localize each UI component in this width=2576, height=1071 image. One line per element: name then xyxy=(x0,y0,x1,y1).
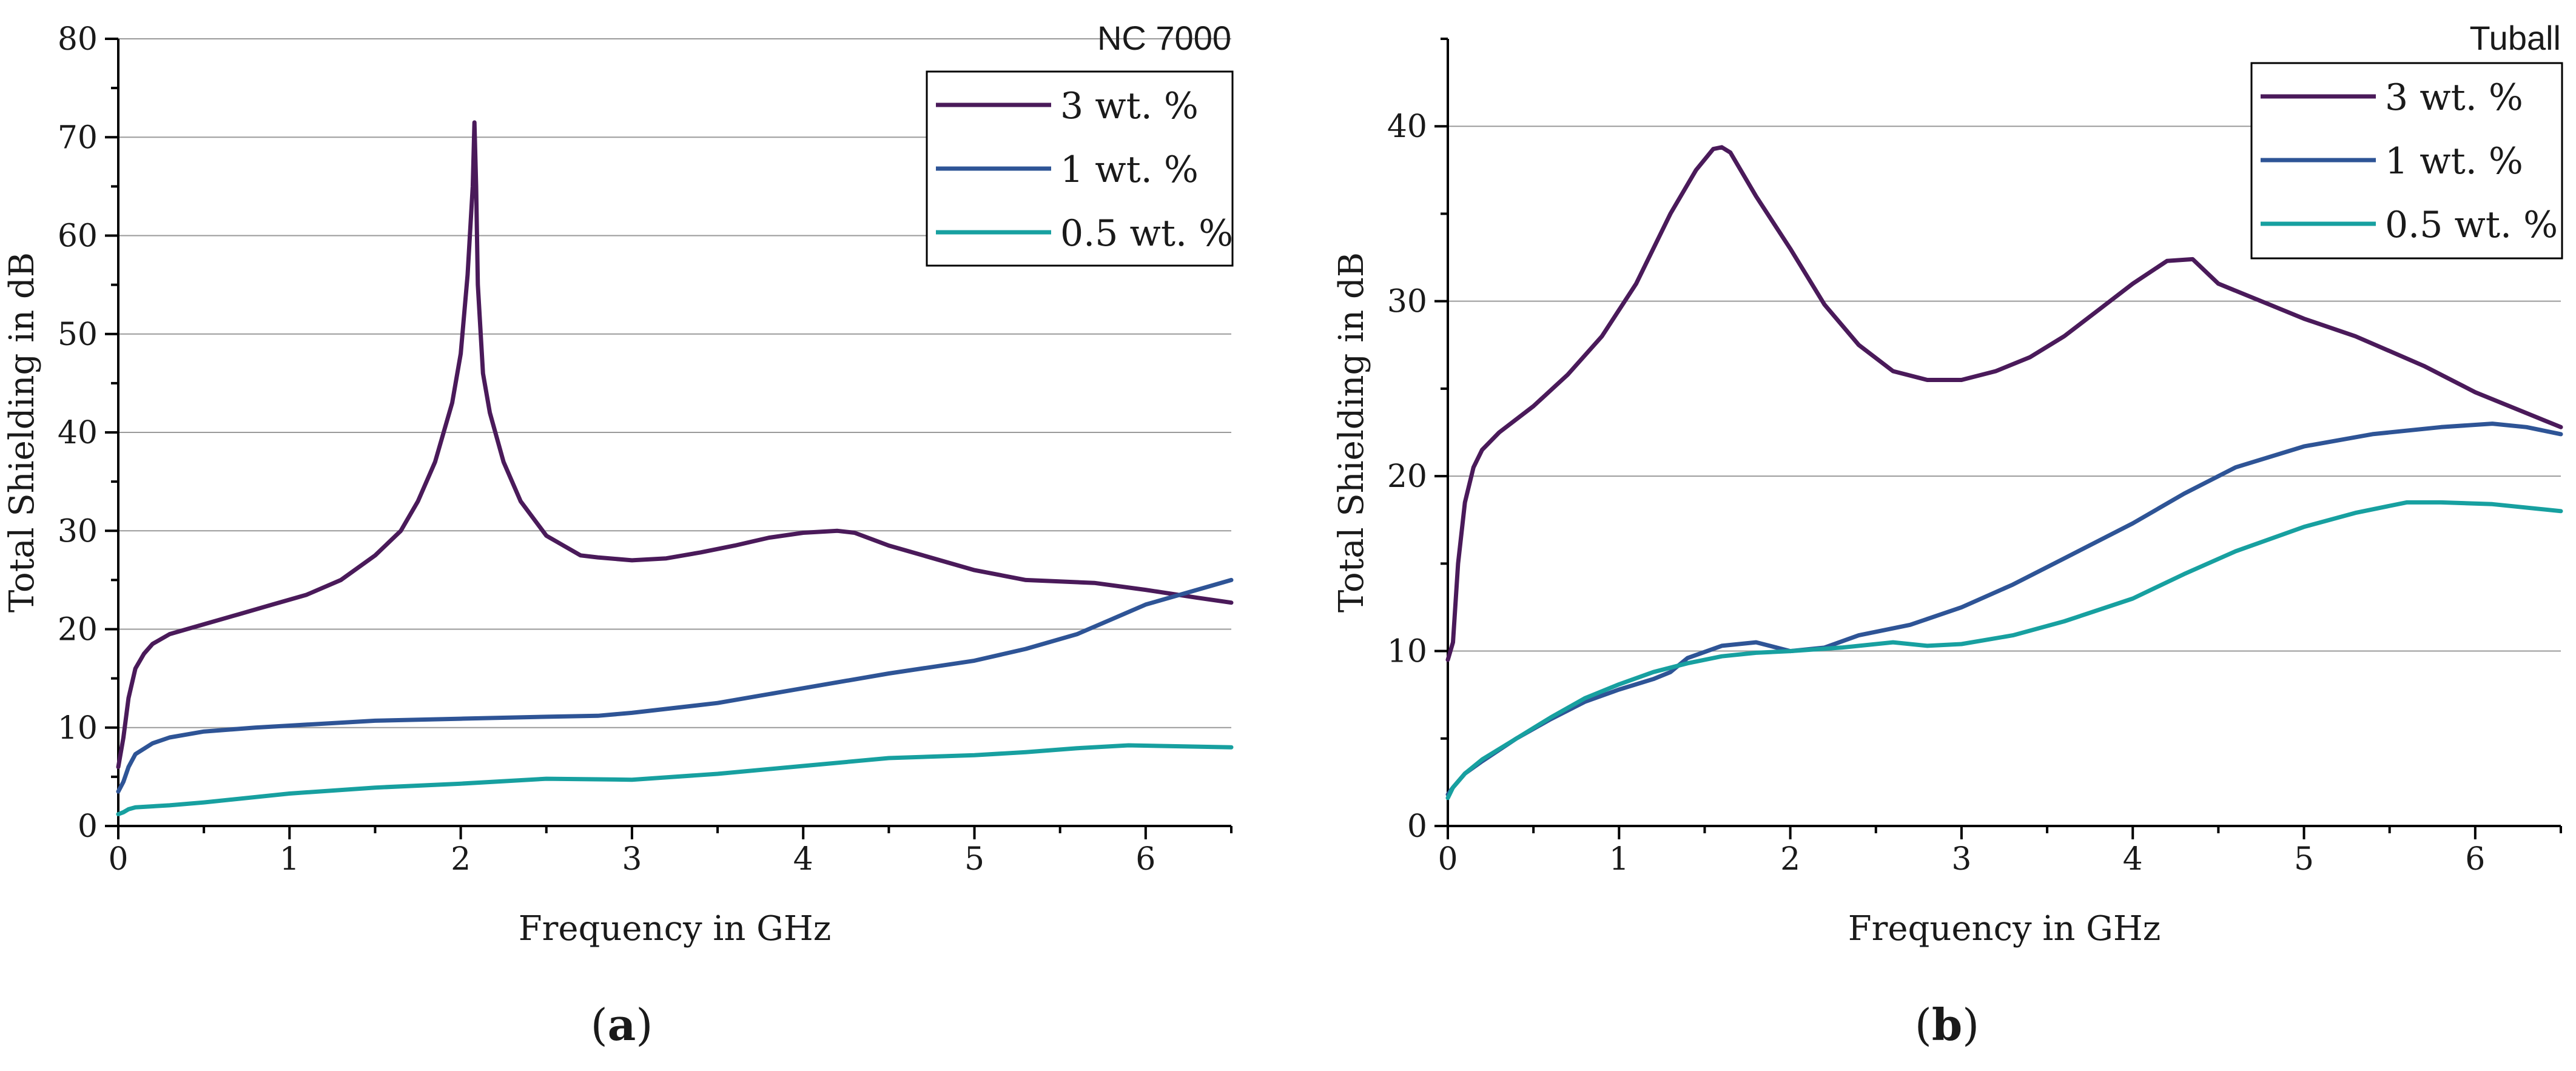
chart-title: Tuball xyxy=(2470,19,2561,57)
y-tick-label: 40 xyxy=(58,415,98,451)
y-tick-label: 50 xyxy=(58,317,98,353)
panel-label: (a) xyxy=(591,999,653,1050)
panel-label-letter: b xyxy=(1932,999,1962,1050)
x-axis-title: Frequency in GHz xyxy=(1848,909,2161,948)
y-axis-title: Total Shielding in dB xyxy=(1332,252,1371,613)
legend-label: 0.5 wt. % xyxy=(2385,204,2558,246)
x-tick-label: 3 xyxy=(1951,841,1971,878)
x-tick-label: 0 xyxy=(1438,841,1458,878)
y-tick-label: 10 xyxy=(1387,634,1427,670)
y-tick-label: 10 xyxy=(58,710,98,747)
series-line-3 xyxy=(1445,500,2563,801)
series-line-2 xyxy=(116,577,1234,794)
x-tick-label: 1 xyxy=(1609,841,1629,878)
y-tick-label: 30 xyxy=(1387,284,1427,320)
y-tick-label: 60 xyxy=(58,218,98,255)
legend-label: 1 wt. % xyxy=(1060,149,1199,191)
y-tick-label: 40 xyxy=(1387,109,1427,145)
x-tick-label: 2 xyxy=(451,841,471,878)
y-tick-label: 0 xyxy=(78,808,98,845)
panel-label: (b) xyxy=(1915,999,1980,1050)
x-tick-label: 4 xyxy=(2123,841,2143,878)
x-tick-label: 0 xyxy=(108,841,128,878)
series-line-1 xyxy=(116,120,1234,770)
y-axis-title: Total Shielding in dB xyxy=(2,252,42,613)
x-tick-label: 4 xyxy=(793,841,813,878)
y-tick-label: 80 xyxy=(58,21,98,58)
panel-label-letter: a xyxy=(608,999,636,1050)
x-tick-label: 1 xyxy=(280,841,300,878)
y-tick-label: 20 xyxy=(1387,458,1427,495)
legend-label: 3 wt. % xyxy=(2385,76,2523,119)
series-line-3 xyxy=(116,743,1234,816)
y-tick-label: 20 xyxy=(58,612,98,648)
x-tick-label: 3 xyxy=(622,841,642,878)
x-tick-label: 6 xyxy=(2465,841,2485,878)
x-tick-label: 2 xyxy=(1780,841,1800,878)
panel-b-chart: 0 1 2 3 4 5 6 0 10 20 30 40 Frequency in GHz Total Sh… xyxy=(1332,19,2563,1050)
series-line-1 xyxy=(1445,145,2563,662)
legend-label: 1 wt. % xyxy=(2385,140,2523,183)
chart-title: NC 7000 xyxy=(1097,19,1231,57)
x-axis-title: Frequency in GHz xyxy=(519,909,832,948)
x-tick-label: 5 xyxy=(2294,841,2314,878)
y-tick-label: 30 xyxy=(58,513,98,549)
x-tick-label: 5 xyxy=(964,841,984,878)
legend-label: 0.5 wt. % xyxy=(1060,212,1233,255)
legend-label: 3 wt. % xyxy=(1060,85,1199,127)
x-tick-label: 6 xyxy=(1135,841,1155,878)
y-tick-label: 0 xyxy=(1407,808,1427,845)
y-tick-label: 70 xyxy=(58,119,98,156)
